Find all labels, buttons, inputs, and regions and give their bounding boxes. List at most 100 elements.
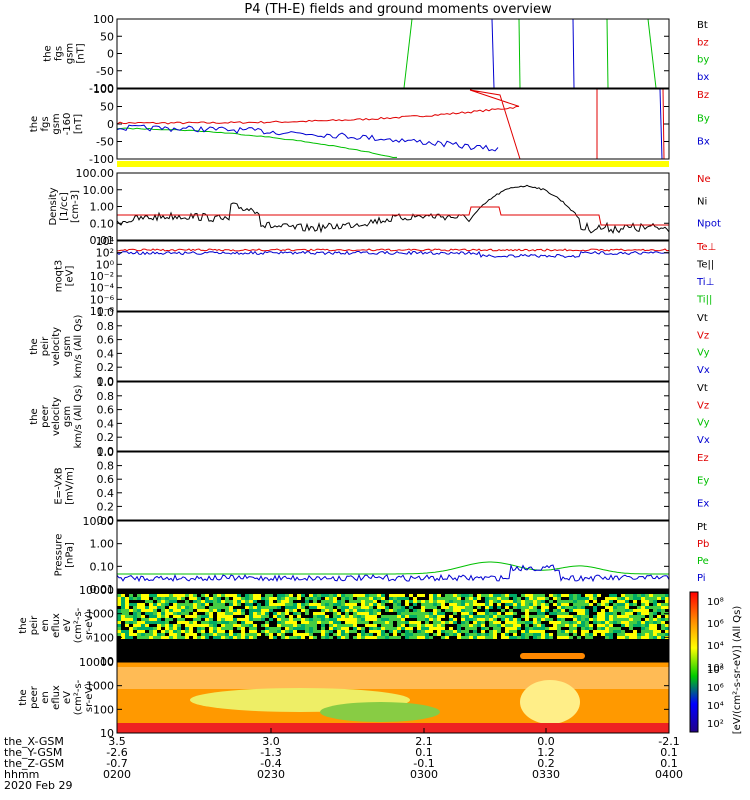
ion-spectrogram-pixel [493, 636, 497, 639]
ion-spectrogram-pixel [369, 606, 373, 609]
ion-spectrogram-pixel [249, 609, 253, 612]
ion-spectrogram-pixel [193, 636, 197, 639]
ion-spectrogram-pixel [249, 630, 253, 633]
ion-spectrogram-pixel [593, 636, 597, 639]
ion-spectrogram-pixel [457, 603, 461, 606]
ion-spectrogram-pixel [253, 618, 257, 621]
ion-spectrogram-pixel [213, 636, 217, 639]
ion-spectrogram-pixel [417, 597, 421, 600]
ion-spectrogram-pixel [293, 606, 297, 609]
ion-spectrogram-pixel [133, 603, 137, 606]
ytick-label: 0.6 [97, 404, 115, 417]
ion-spectrogram-pixel [237, 594, 241, 597]
ion-spectrogram-pixel [157, 630, 161, 633]
ion-spectrogram-pixel [221, 636, 225, 639]
ion-spectrogram-pixel [353, 624, 357, 627]
legend-Vx: Vx [697, 435, 710, 446]
ion-spectrogram-pixel [537, 630, 541, 633]
ion-spectrogram-pixel [269, 636, 273, 639]
ion-spectrogram-pixel [201, 633, 205, 636]
ion-spectrogram-pixel [481, 594, 485, 597]
ion-spectrogram-pixel [533, 627, 537, 630]
ion-spectrogram-pixel [405, 615, 409, 618]
ion-spectrogram-pixel [501, 621, 505, 624]
ion-spectrogram-pixel [129, 630, 133, 633]
ion-spectrogram-pixel [369, 594, 373, 597]
ion-spectrogram-pixel [505, 624, 509, 627]
ion-spectrogram-pixel [453, 609, 457, 612]
ion-spectrogram-pixel [361, 615, 365, 618]
ion-spectrogram-pixel [517, 615, 521, 618]
ion-spectrogram-pixel [537, 633, 541, 636]
ion-spectrogram-pixel [261, 624, 265, 627]
ion-spectrogram-pixel [133, 594, 137, 597]
ion-spectrogram-pixel [465, 627, 469, 630]
ion-spectrogram-pixel [429, 603, 433, 606]
ylabel-line: [mV/m] [65, 467, 76, 505]
ion-spectrogram-pixel [273, 627, 277, 630]
ion-spectrogram-pixel [461, 633, 465, 636]
ion-spectrogram-pixel [401, 627, 405, 630]
ion-spectrogram-pixel [153, 612, 157, 615]
electron-band-core [320, 702, 440, 722]
ion-spectrogram-pixel [245, 618, 249, 621]
ion-spectrogram-pixel [365, 624, 369, 627]
ion-spectrogram-pixel [225, 597, 229, 600]
ion-spectrogram-pixel [241, 636, 245, 639]
ion-spectrogram-pixel [305, 621, 309, 624]
ion-spectrogram-pixel [461, 627, 465, 630]
ion-spectrogram-pixel [477, 597, 481, 600]
ion-spectrogram-pixel [197, 621, 201, 624]
ion-spectrogram-pixel [645, 636, 649, 639]
ion-spectrogram-pixel [197, 630, 201, 633]
ion-spectrogram-pixel [281, 603, 285, 606]
ion-spectrogram-pixel [521, 594, 525, 597]
ion-spectrogram-pixel [489, 609, 493, 612]
ion-spectrogram-pixel [117, 630, 121, 633]
ion-spectrogram-pixel [529, 627, 533, 630]
ion-spectrogram-pixel [449, 618, 453, 621]
ion-spectrogram-pixel [497, 630, 501, 633]
ion-spectrogram-pixel [485, 627, 489, 630]
legend-Vz: Vz [697, 330, 709, 341]
ion-spectrogram-pixel [357, 597, 361, 600]
ion-spectrogram-pixel [581, 615, 585, 618]
ion-spectrogram-pixel [441, 600, 445, 603]
ion-spectrogram-pixel [257, 627, 261, 630]
ion-spectrogram-pixel [581, 618, 585, 621]
ion-spectrogram-pixel [173, 612, 177, 615]
ion-spectrogram-pixel [521, 627, 525, 630]
ion-spectrogram-pixel [193, 609, 197, 612]
ion-spectrogram-pixel [329, 594, 333, 597]
ion-spectrogram-pixel [445, 600, 449, 603]
ion-spectrogram-pixel [397, 609, 401, 612]
ion-spectrogram-pixel [257, 636, 261, 639]
ion-spectrogram-pixel [325, 603, 329, 606]
fgs-zoom-frame [116, 88, 670, 160]
ion-spectrogram-pixel [125, 633, 129, 636]
ylabel-line: velocity [51, 397, 62, 436]
ion-spectrogram-pixel [221, 594, 225, 597]
ion-spectrogram-pixel [429, 621, 433, 624]
ytick-label: -50 [96, 65, 114, 78]
ion-spectrogram-pixel [357, 624, 361, 627]
ion-spectrogram-pixel [285, 618, 289, 621]
ytick-label: 0.0 [97, 514, 115, 527]
ion-spectrogram-pixel [249, 597, 253, 600]
ion-spectrogram-pixel [313, 612, 317, 615]
ion-spectrogram-pixel [417, 633, 421, 636]
ion-spectrogram-pixel [545, 606, 549, 609]
ion-spectrogram-pixel [221, 603, 225, 606]
ion-spectrogram-pixel [157, 633, 161, 636]
ion-spectrogram-pixel [665, 627, 669, 630]
ion-spectrogram-pixel [525, 609, 529, 612]
ion-spectrogram-pixel [537, 609, 541, 612]
ion-spectrogram-pixel [437, 624, 441, 627]
ion-spectrogram-pixel [289, 633, 293, 636]
ion-spectrogram-pixel [469, 636, 473, 639]
ion-spectrogram-pixel [553, 594, 557, 597]
ion-spectrogram-pixel [581, 627, 585, 630]
ion-spectrogram-pixel [473, 600, 477, 603]
ion-spectrogram-pixel [229, 618, 233, 621]
ion-spectrogram-pixel [341, 621, 345, 624]
